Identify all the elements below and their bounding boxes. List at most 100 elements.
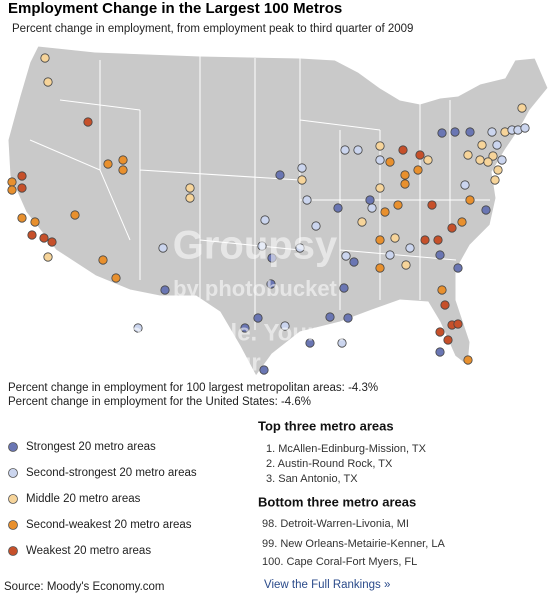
metro-dot bbox=[43, 77, 53, 87]
metro-dot bbox=[341, 251, 351, 261]
legend-swatch bbox=[8, 546, 18, 556]
metro-dot bbox=[39, 233, 49, 243]
metro-dots bbox=[7, 53, 530, 375]
metro-dot bbox=[488, 151, 498, 161]
watermark: Groupsy by photobucket Your people. Your… bbox=[114, 224, 437, 377]
metro-dot bbox=[460, 180, 470, 190]
stat: Percent change in employment for the Uni… bbox=[8, 396, 311, 408]
metro-dot bbox=[295, 243, 305, 253]
metro-dot bbox=[492, 140, 502, 150]
metro-dot bbox=[435, 347, 445, 357]
metro-dot bbox=[390, 233, 400, 243]
metro-dot bbox=[333, 203, 343, 213]
legend-label: Weakest 20 metro areas bbox=[26, 545, 151, 557]
metro-dot bbox=[490, 175, 500, 185]
metro-dot bbox=[30, 217, 40, 227]
legend-swatch bbox=[8, 442, 18, 452]
metro-dot bbox=[339, 283, 349, 293]
metro-dot bbox=[259, 365, 269, 375]
watermark-text: by photobucket bbox=[173, 276, 337, 301]
metro-dot bbox=[400, 170, 410, 180]
metro-dot bbox=[266, 279, 276, 289]
metro-dot bbox=[453, 263, 463, 273]
metro-dot bbox=[520, 123, 530, 133]
metro-dot bbox=[349, 257, 359, 267]
metro-dot bbox=[380, 207, 390, 217]
metro-dot bbox=[302, 195, 312, 205]
rank-item: 3. San Antonio, TX bbox=[266, 473, 358, 485]
metro-dot bbox=[398, 145, 408, 155]
metro-dot bbox=[435, 250, 445, 260]
legend-label: Second-strongest 20 metro areas bbox=[26, 467, 197, 479]
metro-dot bbox=[401, 260, 411, 270]
legend-swatch bbox=[8, 494, 18, 504]
legend-label: Second-weakest 20 metro areas bbox=[26, 519, 192, 531]
metro-dot bbox=[158, 243, 168, 253]
legend: Strongest 20 metro areas Second-strongest… bbox=[8, 441, 197, 557]
metro-dot bbox=[365, 195, 375, 205]
metro-dot bbox=[463, 150, 473, 160]
metro-dot bbox=[481, 205, 491, 215]
rankings-link[interactable]: View the Full Rankings » bbox=[264, 579, 390, 591]
legend-swatch bbox=[8, 468, 18, 478]
metro-dot bbox=[70, 210, 80, 220]
title: Employment Change in the Largest 100 Met… bbox=[8, 0, 342, 17]
metro-dot bbox=[337, 338, 347, 348]
metro-dot bbox=[357, 217, 367, 227]
metro-dot bbox=[457, 217, 467, 227]
source: Source: Moody's Economy.com bbox=[4, 581, 165, 593]
metro-dot bbox=[420, 235, 430, 245]
metro-dot bbox=[497, 155, 507, 165]
rank-item: 99. New Orleans-Metairie-Kenner, LA bbox=[262, 538, 445, 550]
stat: Percent change in employment for 100 lar… bbox=[8, 382, 378, 394]
metro-dot bbox=[463, 355, 473, 365]
section-title: Bottom three metro areas bbox=[258, 494, 416, 509]
metro-dot bbox=[118, 165, 128, 175]
metro-dot bbox=[240, 323, 250, 333]
metro-dot bbox=[343, 313, 353, 323]
legend-label: Strongest 20 metro areas bbox=[26, 441, 156, 453]
metro-dot bbox=[477, 140, 487, 150]
metro-dot bbox=[311, 221, 321, 231]
metro-dot bbox=[17, 213, 27, 223]
metro-dot bbox=[103, 159, 113, 169]
metro-dot bbox=[375, 263, 385, 273]
metro-dot bbox=[40, 53, 50, 63]
watermark-text: Your space. bbox=[208, 349, 342, 376]
rank-item: 98. Detroit-Warren-Livonia, MI bbox=[262, 518, 409, 530]
metro-dot bbox=[437, 128, 447, 138]
metro-dot bbox=[111, 273, 121, 283]
metro-dot bbox=[7, 177, 17, 187]
watermark-text: Groupsy bbox=[173, 224, 338, 268]
metro-dot bbox=[133, 323, 143, 333]
metro-dot bbox=[260, 215, 270, 225]
metro-dot bbox=[423, 155, 433, 165]
metro-dot bbox=[465, 195, 475, 205]
metro-dot bbox=[185, 183, 195, 193]
metro-dot bbox=[435, 327, 445, 337]
legend-label: Middle 20 metro areas bbox=[26, 493, 141, 505]
metro-dot bbox=[7, 185, 17, 195]
metro-dot bbox=[267, 253, 277, 263]
metro-dot bbox=[305, 338, 315, 348]
metro-dot bbox=[253, 313, 263, 323]
metro-dot bbox=[487, 127, 497, 137]
section-title: Top three metro areas bbox=[258, 418, 394, 433]
metro-dot bbox=[483, 157, 493, 167]
metro-dot bbox=[280, 321, 290, 331]
metro-dot bbox=[405, 243, 415, 253]
metro-dot bbox=[17, 171, 27, 181]
metro-dot bbox=[375, 235, 385, 245]
metro-dot bbox=[275, 170, 285, 180]
metro-dot bbox=[393, 200, 403, 210]
metro-dot bbox=[47, 237, 57, 247]
metro-dot bbox=[400, 179, 410, 189]
metro-dot bbox=[437, 285, 447, 295]
metro-dot bbox=[385, 250, 395, 260]
metro-dot bbox=[325, 312, 335, 322]
metro-dot bbox=[427, 200, 437, 210]
rank-item: 100. Cape Coral-Fort Myers, FL bbox=[262, 556, 417, 568]
metro-dot bbox=[375, 141, 385, 151]
metro-dot bbox=[375, 155, 385, 165]
metro-dot bbox=[433, 235, 443, 245]
